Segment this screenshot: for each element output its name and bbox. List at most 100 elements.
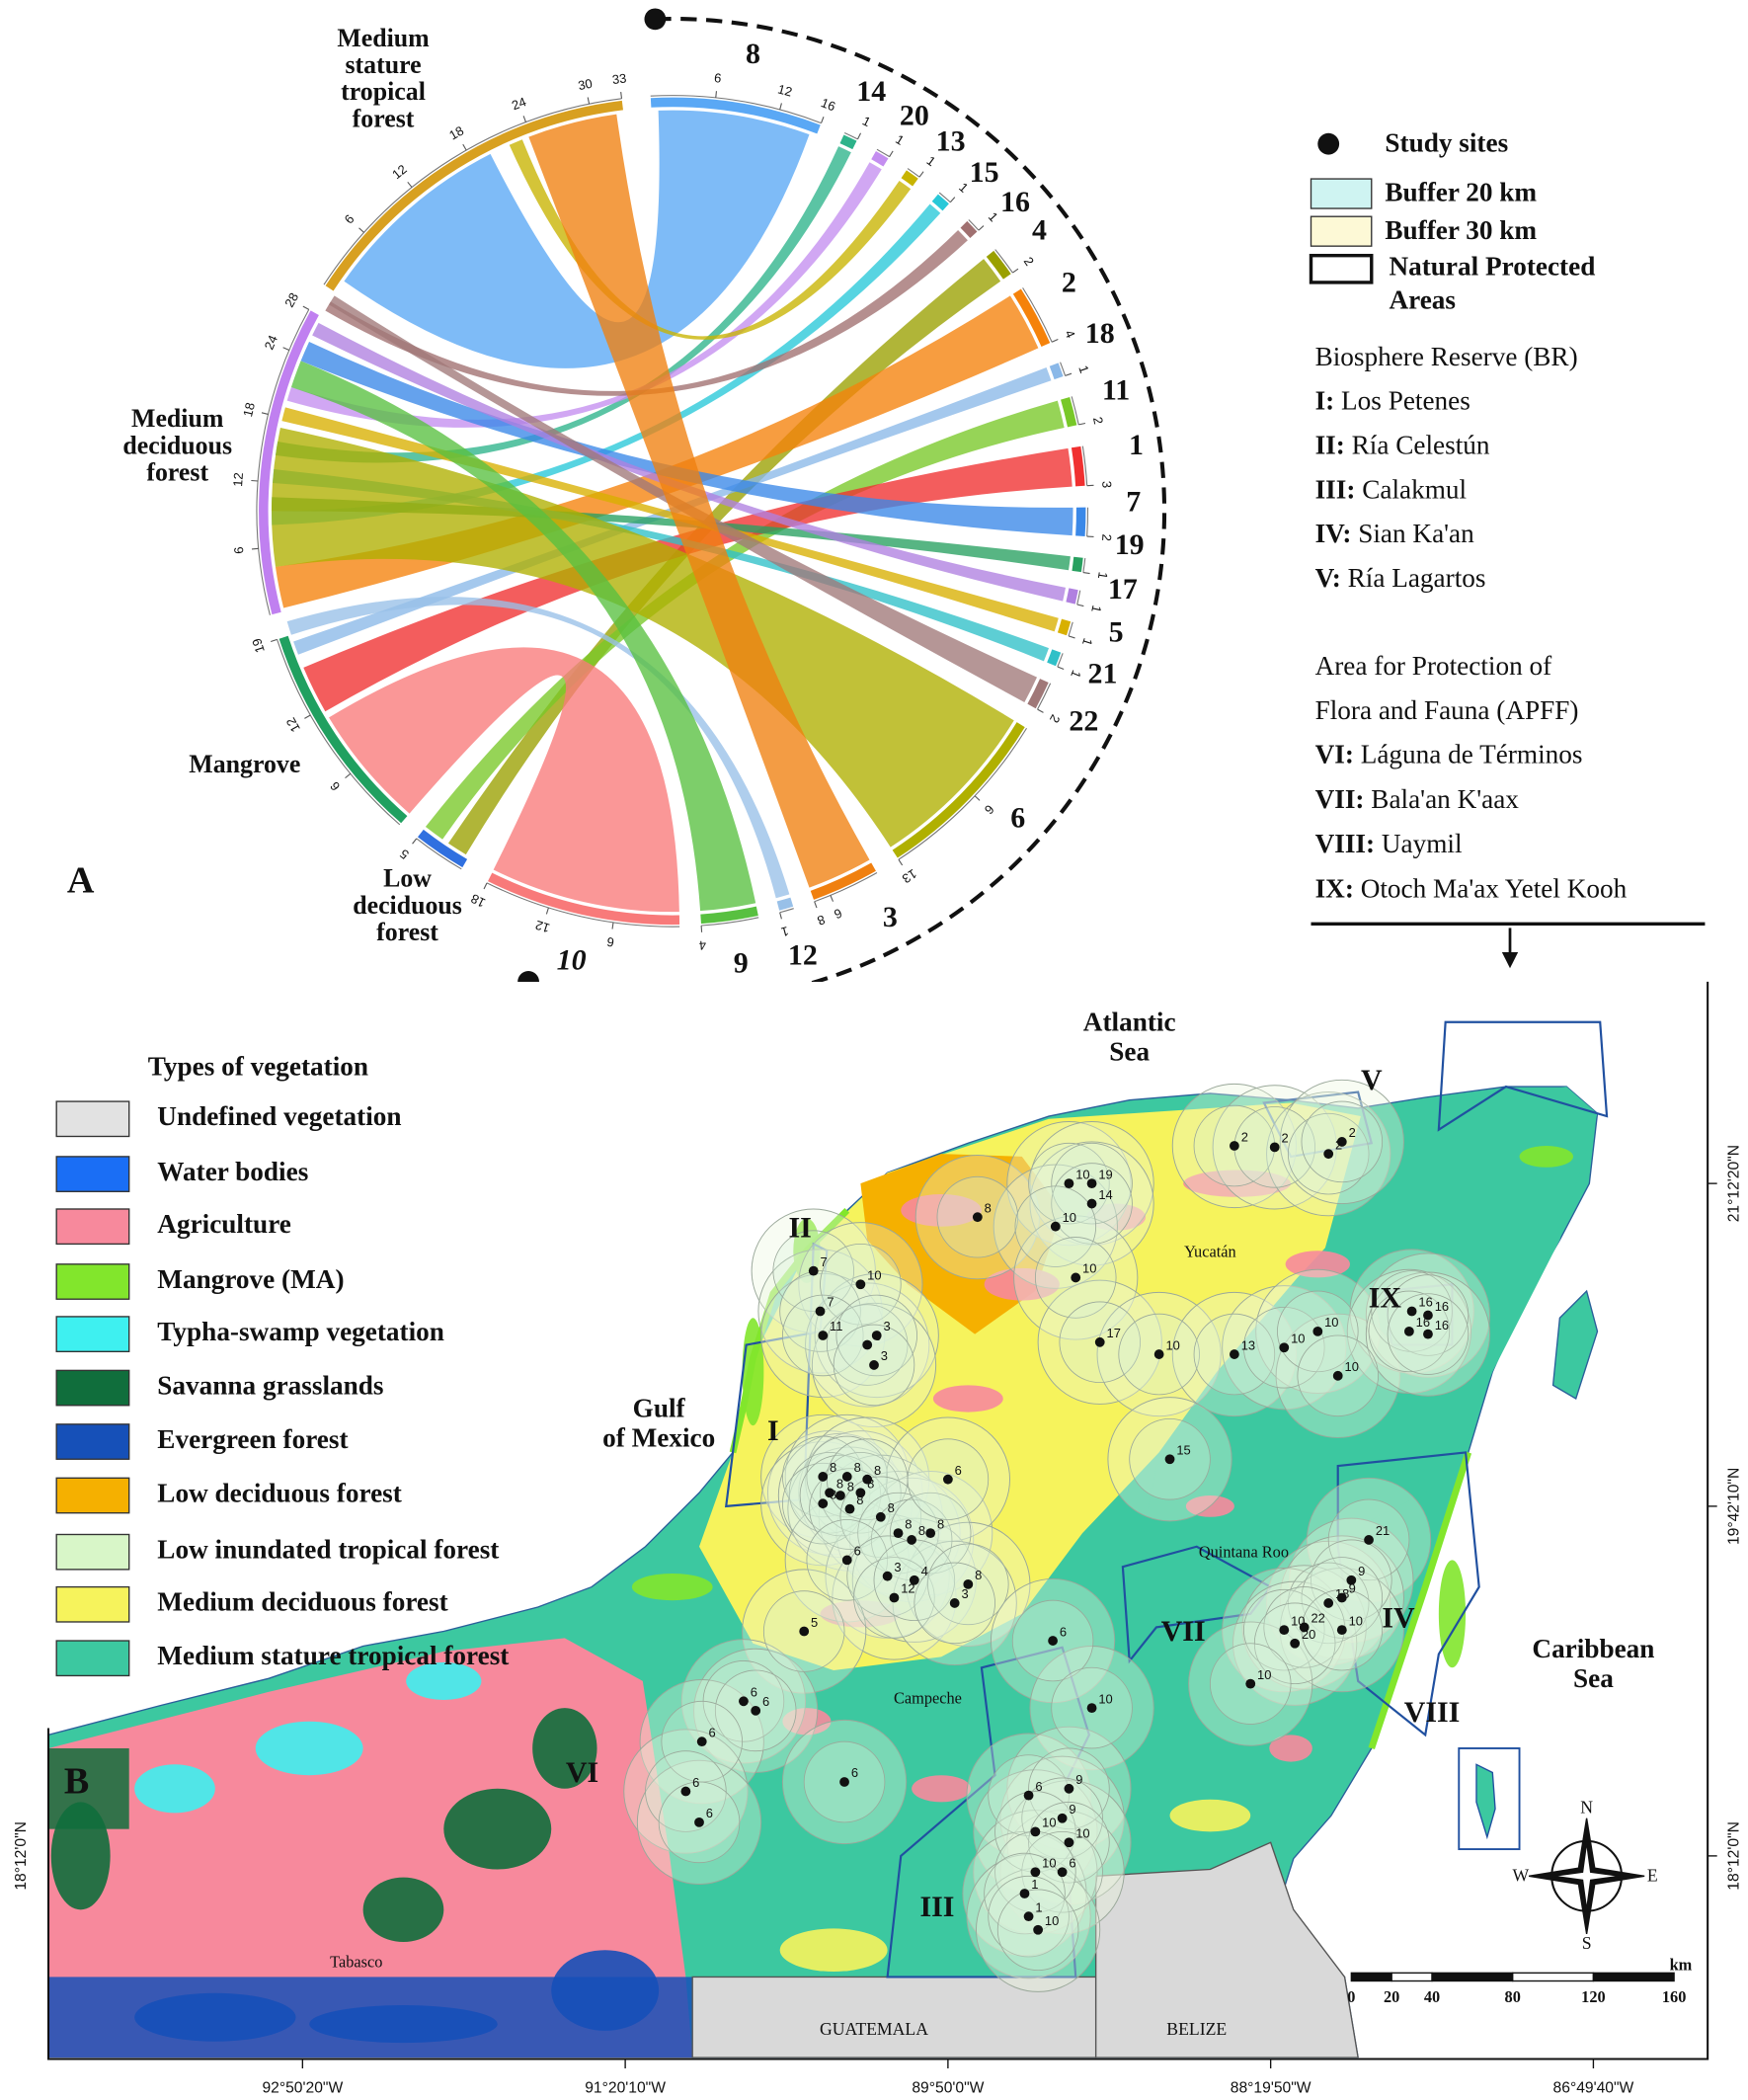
study-site-label: 12: [901, 1581, 914, 1596]
key-label: Study sites: [1385, 127, 1508, 157]
study-site-key-dot: [1317, 132, 1340, 155]
group-arc: [417, 829, 468, 868]
study-site-label: 22: [1311, 1611, 1324, 1626]
group-tick-label: 28: [281, 290, 301, 310]
zone-medium-stature-east: [1136, 1087, 1598, 1574]
reserve-entry: III: Calakmul: [1315, 475, 1468, 505]
study-site: [1323, 1149, 1334, 1160]
group-tick-label: 2: [1021, 254, 1037, 268]
reserve-entry: II: Ría Celestún: [1315, 431, 1490, 460]
scale-segment: [1592, 1972, 1675, 1982]
group-tick-label: 24: [510, 94, 528, 113]
study-site-label: 14: [1098, 1187, 1112, 1202]
study-site: [1312, 1326, 1323, 1336]
reserve-code: III:: [1315, 475, 1356, 505]
study-site-label: 6: [851, 1765, 858, 1780]
study-site-label: 6: [751, 1685, 757, 1700]
study-site: [1346, 1575, 1357, 1585]
site-label: 19: [1115, 528, 1145, 561]
reserve-entry: I: Los Petenes: [1315, 386, 1470, 416]
study-site: [1279, 1625, 1290, 1636]
npa-swatch: [1309, 253, 1374, 284]
group-arc: [325, 100, 623, 291]
protected-area-label: VII: [1161, 1615, 1206, 1648]
chord-ribbon: [344, 110, 810, 368]
site-label: 10: [557, 944, 587, 977]
legend-swatch: [55, 1263, 130, 1300]
group-arc: [810, 862, 876, 900]
study-site-label: 6: [1060, 1624, 1067, 1639]
veg-patch: [1269, 1735, 1312, 1762]
study-site: [1290, 1638, 1301, 1649]
site-label: 22: [1069, 704, 1098, 737]
study-site-label: 1: [1035, 1899, 1042, 1914]
group-arc-edge: [416, 838, 462, 870]
study-site: [893, 1528, 904, 1539]
study-site: [1153, 1349, 1164, 1359]
compass-star-inner: [1552, 1842, 1621, 1910]
chord-ribbon: [329, 295, 1038, 702]
study-site: [839, 1777, 849, 1787]
group-tick: [978, 225, 985, 231]
coast-mangrove: [1368, 1451, 1472, 1750]
group-arc-edge: [256, 309, 310, 615]
compass-label: E: [1647, 1866, 1658, 1886]
study-site-label: 8: [847, 1479, 854, 1494]
group-tick: [545, 907, 549, 915]
zone-agriculture-west: [48, 1638, 693, 2059]
study-site-label: 16: [1435, 1318, 1449, 1333]
study-site-label: 8: [836, 1477, 843, 1492]
group-arc-edge: [701, 917, 759, 927]
veg-patch: [1438, 1560, 1467, 1668]
group-tick: [1082, 572, 1090, 575]
veg-patch: [1285, 1251, 1350, 1278]
study-site-label: 15: [1176, 1442, 1190, 1457]
study-site-label: 3: [884, 1319, 891, 1333]
study-site-label: 10: [1291, 1613, 1305, 1628]
study-site: [1403, 1326, 1414, 1336]
study-site: [1023, 1911, 1034, 1922]
veg-patch: [1183, 1170, 1292, 1197]
study-site: [844, 1503, 855, 1514]
study-site: [1423, 1329, 1433, 1339]
site-label: 8: [746, 38, 760, 70]
group-tick-label: 6: [231, 546, 247, 555]
study-site-label: 3: [881, 1348, 888, 1363]
legend-swatch: [55, 1208, 130, 1246]
study-site-label: 6: [1069, 1855, 1075, 1870]
study-site-label: 19: [1098, 1167, 1112, 1181]
site-label: 13: [936, 125, 966, 158]
group-tick-label: 16: [819, 95, 837, 114]
study-site-label: 21: [1376, 1523, 1390, 1538]
group-tick: [830, 895, 834, 902]
reserve-entry: IX: Otoch Ma'ax Yetel Kooh: [1315, 874, 1628, 904]
group-arc: [892, 722, 1025, 858]
study-site: [862, 1339, 873, 1350]
site-label: 11: [1102, 373, 1130, 406]
study-site: [1279, 1342, 1290, 1353]
study-site-label: 3: [894, 1560, 901, 1575]
study-site-label: 10: [1042, 1855, 1056, 1870]
group-tick: [1065, 372, 1073, 376]
study-site: [875, 1511, 886, 1522]
study-site-label: 8: [937, 1516, 944, 1531]
group-tick: [1012, 268, 1019, 274]
study-site-label: 6: [1035, 1779, 1042, 1794]
veg-patch: [1519, 1146, 1573, 1168]
study-site: [1023, 1790, 1034, 1801]
vegetation-label: deciduous: [353, 891, 462, 920]
study-site: [1030, 1826, 1041, 1837]
group-tick-label: 6: [713, 70, 722, 86]
group-tick: [949, 197, 956, 203]
study-site-label: 20: [1302, 1627, 1315, 1642]
group-tick-label: 30: [577, 76, 594, 94]
protected-area: [1121, 1545, 1273, 1664]
study-site-label: 10: [1098, 1691, 1112, 1706]
scale-unit: km: [1670, 1955, 1693, 1974]
site-label: 15: [970, 156, 999, 189]
study-site-label: 9: [1075, 1772, 1082, 1787]
group-tick-label: 18: [240, 401, 258, 418]
reserve-code: V:: [1315, 563, 1341, 593]
group-tick-label: 12: [283, 715, 303, 735]
group-tick: [345, 772, 352, 779]
